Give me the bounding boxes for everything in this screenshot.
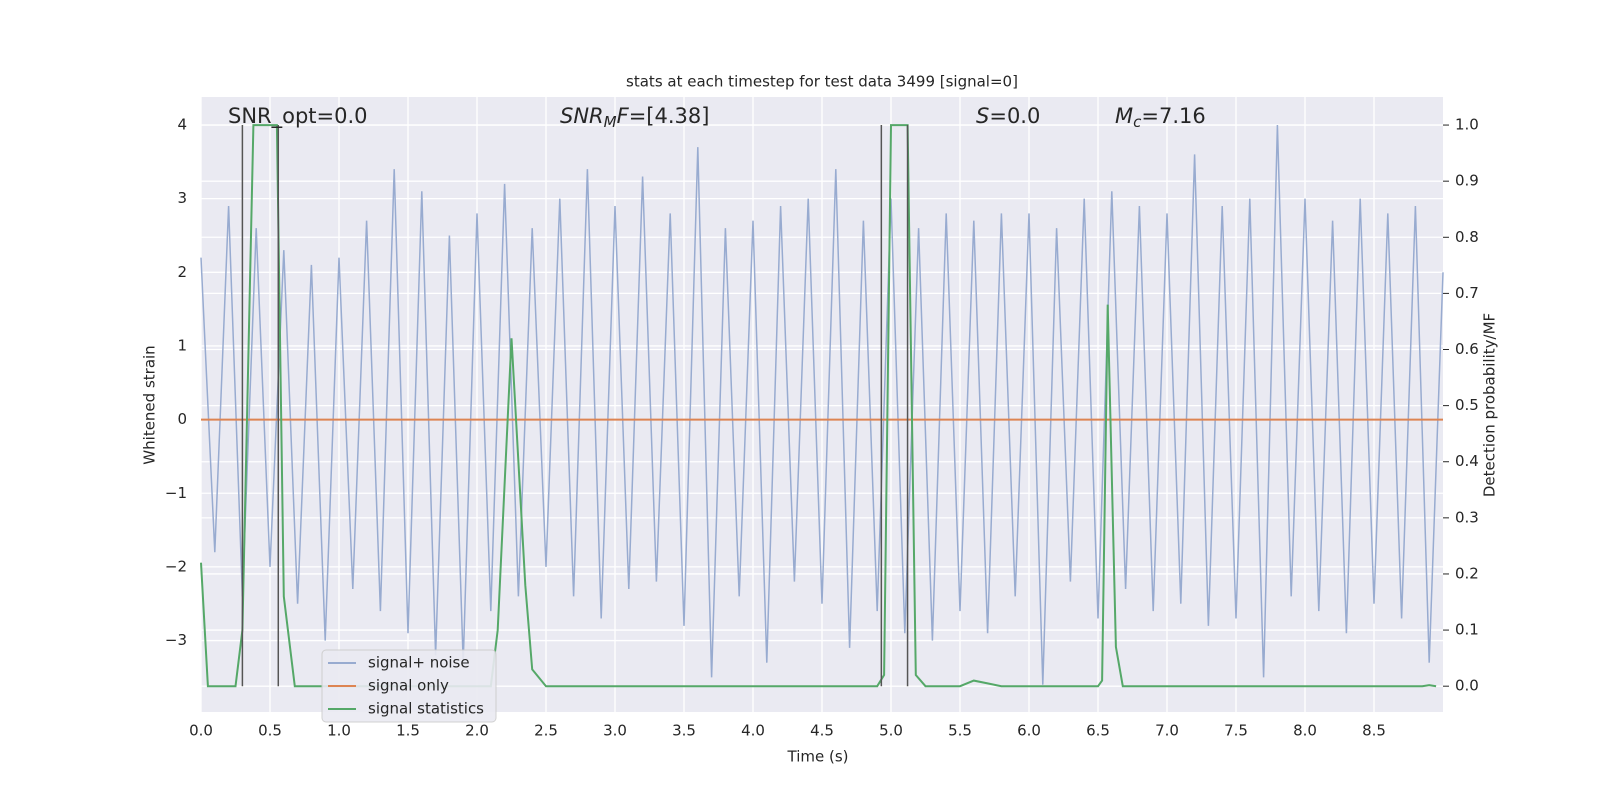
y2-tick-label: 0.2 (1455, 564, 1479, 582)
x-tick-label: 6.0 (1017, 722, 1041, 740)
x-tick-label: 7.5 (1224, 722, 1248, 740)
x-tick-label: 3.5 (672, 722, 696, 740)
series-line (200, 124, 1444, 685)
x-tick-label: 2.0 (465, 722, 489, 740)
y2-tick-label: 0.6 (1455, 340, 1479, 358)
x-tick-label: 8.5 (1362, 722, 1386, 740)
annotation-part: S (976, 104, 989, 128)
x-tick-label: 6.5 (1086, 722, 1110, 740)
x-tick-label: 2.5 (534, 722, 558, 740)
x-tick-label: 4.5 (810, 722, 834, 740)
x-tick-label: 0.5 (258, 722, 282, 740)
y-tick-label: 0 (177, 410, 187, 428)
y2-tick-label: 0.8 (1455, 228, 1479, 246)
annotation-part: c (1133, 113, 1142, 131)
x-tick-label: 3.0 (603, 722, 627, 740)
annotation: S=0.0 (976, 104, 1040, 128)
chart-title: stats at each timestep for test data 349… (626, 73, 1018, 91)
y-tick-label: 3 (177, 189, 187, 207)
legend-label: signal statistics (368, 700, 484, 718)
y2-tick-label: 0.0 (1455, 677, 1479, 695)
annotation: Mc=7.16 (1115, 104, 1206, 131)
annotation-part: SNR_opt=0.0 (228, 104, 368, 129)
y2-tick-label: 0.5 (1455, 396, 1479, 414)
y2-tick-label: 1.0 (1455, 116, 1479, 134)
legend-label: signal+ noise (368, 654, 470, 672)
y2-tick-label: 0.3 (1455, 508, 1479, 526)
legend-label: signal only (368, 677, 449, 695)
y2-tick-label: 0.7 (1455, 284, 1479, 302)
x-tick-label: 5.0 (879, 722, 903, 740)
x-tick-label: 5.5 (948, 722, 972, 740)
annotation-part: M (1115, 104, 1133, 128)
x-tick-label: 1.0 (327, 722, 351, 740)
y-tick-label: −2 (165, 557, 187, 575)
y-tick-label: 1 (177, 336, 187, 354)
y-axis-label: Whitened strain (141, 345, 159, 464)
x-tick-label: 1.5 (396, 722, 420, 740)
annotation-part: =[4.38] (629, 104, 710, 128)
annotation: SNRMF=[4.38] (560, 104, 709, 131)
annotation-part: =7.16 (1141, 104, 1205, 128)
x-tick-label: 4.0 (741, 722, 765, 740)
y2-tick-label: 0.9 (1455, 172, 1479, 190)
legend-box (321, 649, 497, 723)
annotation: SNR_opt=0.0 (228, 104, 368, 129)
y-tick-label: −1 (165, 484, 187, 502)
x-tick-label: 0.0 (189, 722, 213, 740)
y2-axis-label: Detection probability/MF (1481, 313, 1499, 497)
x-axis-label: Time (s) (787, 748, 849, 766)
annotation-part: M (604, 113, 617, 131)
y-tick-label: −3 (165, 631, 187, 649)
x-tick-label: 7.0 (1155, 722, 1179, 740)
annotation-part: =0.0 (989, 104, 1040, 128)
x-tick-label: 8.0 (1293, 722, 1317, 740)
y-tick-label: 2 (177, 263, 187, 281)
y2-tick-label: 0.1 (1455, 621, 1479, 639)
y2-tick-label: 0.4 (1455, 452, 1479, 470)
y-tick-label: 4 (177, 115, 187, 133)
annotation-part: SNR (560, 104, 604, 128)
annotation-part: F (617, 104, 630, 128)
